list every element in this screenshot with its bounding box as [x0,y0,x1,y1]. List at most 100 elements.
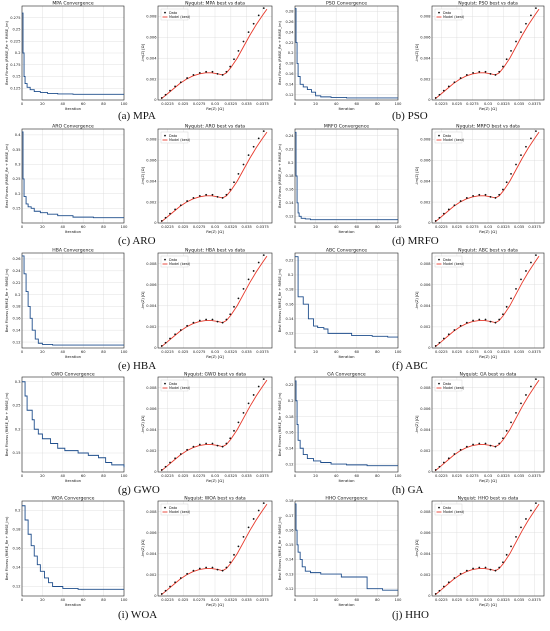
legend-model-label: Model (best) [169,15,191,19]
data-point [498,318,501,321]
nyq-ylabel: -Im(Z) [Ω] [141,291,145,309]
conv-xtick-label: 20 [313,474,318,478]
nyq-xtick-label: 0.03 [484,474,492,478]
legend-data-label: Data [169,506,177,510]
data-point [233,429,235,432]
nyq-ytick-label: 0 [154,594,157,598]
data-point [459,572,462,575]
conv-xtick-label: 100 [395,102,403,106]
conv-grid [21,129,125,223]
data-point [442,212,445,215]
conv-frame [294,5,399,101]
data-point [525,145,527,148]
nyquist-chart: Nyquist: WOA best vs data 0.0225 0.025 0.02… [141,496,273,607]
data-point [211,70,214,73]
nyq-frame [157,5,273,101]
data-point [169,89,171,92]
conv-xtick-label: 100 [121,350,129,354]
legend-data-marker [164,11,166,14]
data-point [535,254,537,257]
data-point [515,411,517,414]
convergence-line [22,12,124,95]
conv-grid [294,129,399,223]
nyq-ytick-label: 0 [428,98,431,102]
data-point [502,188,504,191]
nyq-xtick-label: 0.0225 [161,102,174,106]
legend-box [434,131,463,144]
nyq-ytick-label: 0 [428,346,431,350]
nyq-xtick-label: 0.03 [484,598,492,602]
data-point [169,461,171,464]
nyq-ytick-label: 0.008 [420,138,431,142]
conv-frame [21,128,125,224]
conv-xtick-label: 20 [40,474,45,478]
data-point [489,444,492,447]
conv-xtick-label: 0 [21,350,24,354]
conv-xtick-label: 20 [40,102,45,106]
data-point [498,566,501,569]
nyq-ytick-label: 0 [154,98,157,102]
data-point [453,204,456,207]
data-point [205,70,208,73]
model-line [434,8,540,100]
conv-ylabel: Best Fitness (RMSE_Re + RMSE_Im) [278,21,282,85]
data-point [216,72,219,75]
nyq-ytick-label: 0 [154,221,157,225]
legend-data-marker [438,382,440,385]
nyq-frame [157,252,273,349]
data-point [472,71,474,74]
data-point [174,85,177,88]
nyq-frame [431,5,545,101]
nyq-ytick-label: 0.002 [420,77,430,81]
data-point [221,197,224,199]
conv-xtick-label: 100 [395,350,403,354]
data-point [489,195,492,198]
nyq-title: Nyquist: WOA best vs data [184,496,246,502]
nyq-xtick-label: 0.025 [452,474,462,478]
legend-data-label: Data [169,134,177,138]
data-point [505,58,508,61]
convergence-line [22,381,125,468]
data-point [225,566,228,569]
conv-xlabel: Iteration [65,229,82,234]
nyq-title: Nyquist: HHO best vs data [458,496,519,502]
legend-data-label: Data [443,258,451,262]
data-point [211,442,214,445]
data-point [242,163,245,166]
figure-caption: (g) GWO [118,484,160,496]
nyq-xtick-label: 0.035 [514,474,524,478]
data-point [510,50,512,52]
nyq-ytick-label: 0.006 [420,283,431,287]
conv-title: ARO Convergence [52,124,94,130]
convergence-line [295,503,398,591]
legend-data-label: Data [169,258,177,262]
data-point [160,468,163,471]
data-point [257,509,260,512]
data-point [525,394,527,396]
data-point [198,443,201,446]
nyquist-chart: Nyquist: GA best vs data 0.0225 0.025 0.027… [415,372,545,483]
nyq-xtick-label: 0.0275 [466,225,479,229]
nyq-xtick-label: 0.03 [211,598,219,602]
data-point [442,461,445,464]
conv-ytick-label: 0.18 [12,305,21,309]
nyq-ytick-label: 0.004 [420,304,431,308]
nyq-xtick-label: 0.0275 [466,474,479,478]
nyq-ytick-label: 0.004 [146,304,157,308]
conv-xlabel: Iteration [338,354,355,359]
conv-ytick-label: 0.25 [12,404,20,408]
data-point [160,344,163,347]
conv-ytick-label: 0.2 [15,192,21,196]
nyq-title: Nyquist: GA best vs data [460,372,517,378]
data-point [192,569,195,572]
conv-xtick-label: 20 [40,350,45,354]
nyq-xlabel: Re(Z) [Ω] [206,478,224,483]
data-point [459,200,462,202]
nyq-grid [158,501,272,597]
conv-ytick-label: 0.14 [285,83,294,87]
data-point [453,577,456,579]
conv-title: GWO Convergence [51,372,95,378]
data-point [525,22,527,25]
data-point [494,74,497,76]
conv-ytick-label: 0.14 [285,317,294,321]
